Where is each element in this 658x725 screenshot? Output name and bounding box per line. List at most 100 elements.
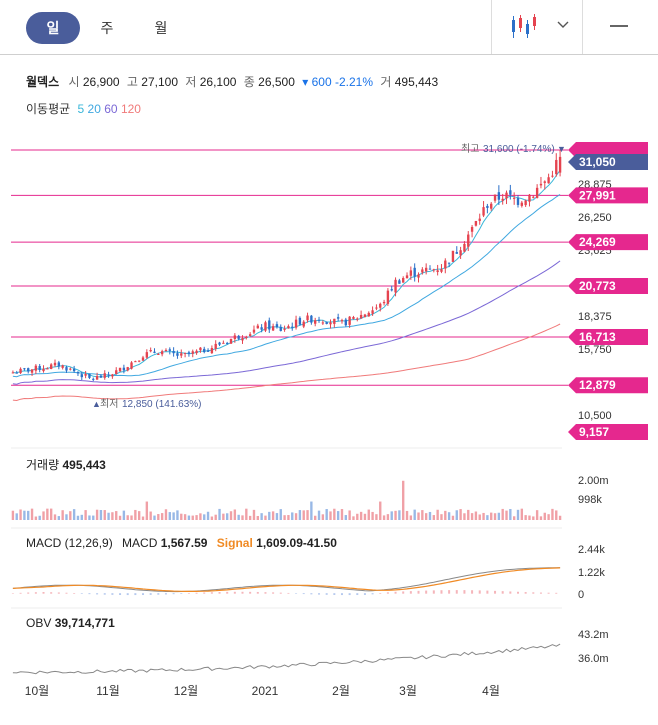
volume-bar (237, 514, 240, 520)
volume-bar (386, 514, 390, 520)
candle-body (122, 367, 126, 371)
macd-histogram-bar (494, 590, 497, 594)
tab-weekly[interactable]: 주 (100, 20, 114, 36)
candle-body (398, 280, 401, 284)
volume-bar (103, 510, 106, 520)
low-annotation-label: 최저 (100, 398, 118, 410)
volume-bar (497, 512, 501, 520)
candle-body (126, 367, 129, 371)
candle-body (417, 274, 420, 278)
macd-histogram-bar (272, 592, 275, 594)
macd-panel-title: MACD (12,26,9) MACD 1,567.59 Signal 1,60… (26, 536, 337, 550)
volume-bar (490, 512, 493, 520)
candle-body (84, 374, 87, 376)
volume-bar (390, 511, 393, 520)
volume-bar (61, 510, 64, 520)
volume-bar (516, 509, 520, 520)
candle-body (440, 269, 443, 272)
current-price-label: 31,050 (579, 155, 616, 169)
volume-bar (310, 501, 313, 520)
macd-histogram-bar (233, 591, 236, 594)
candle-body (245, 336, 248, 339)
macd-histogram-bar (409, 591, 412, 594)
macd-histogram-bar (302, 593, 305, 595)
volume-bar (199, 513, 202, 520)
candle-body (34, 365, 38, 371)
volume-bar (359, 511, 363, 520)
macd-label: MACD (122, 536, 158, 550)
candle-body (164, 349, 168, 352)
low-label: 저 (185, 75, 197, 89)
candle-body (451, 250, 455, 262)
macd-histogram-bar (486, 590, 489, 594)
candle-body (11, 372, 15, 374)
time-axis-label: 2월 (332, 684, 350, 698)
time-axis-label: 10월 (25, 684, 49, 698)
candle-body (191, 351, 194, 354)
candle-body (470, 227, 474, 232)
volume-bar (440, 514, 443, 520)
volume-bar (317, 510, 321, 520)
volume-bar (164, 509, 168, 520)
chart-type-selector[interactable] (491, 0, 583, 54)
candle-body (137, 360, 141, 362)
close-label: 종 (243, 75, 255, 89)
macd-histogram-bar (516, 591, 519, 594)
candle-body (317, 319, 321, 321)
macd-histogram-bar (348, 593, 351, 596)
volume-bar (46, 508, 49, 520)
volume-bar (547, 514, 550, 520)
candle-body (463, 243, 466, 252)
macd-histogram-bar (425, 590, 428, 594)
volume-bar (352, 516, 355, 520)
candle-body (459, 250, 462, 256)
candle-body (394, 279, 397, 293)
candle-body (294, 319, 298, 328)
volume-axis-tick: 998k (578, 494, 602, 506)
high-annotation-value: 31,600 (-1.74%) (483, 144, 555, 155)
volume-bar (168, 512, 171, 520)
volume-bar (30, 508, 34, 520)
volume-bar (463, 513, 466, 520)
volume-bar (417, 512, 420, 520)
candle-body (340, 320, 344, 322)
volume-bar (287, 515, 290, 520)
candle-body (447, 262, 451, 264)
tab-monthly[interactable]: 월 (154, 20, 168, 36)
volume-bar (126, 515, 129, 520)
stock-name: 월덱스 (26, 75, 60, 89)
volume-bar (222, 513, 225, 520)
candle-body (72, 368, 76, 372)
macd-axis-tick: 0 (578, 589, 584, 601)
ma-120-label: 120 (120, 102, 141, 116)
macd-histogram-bar (279, 592, 282, 594)
volume-bar (314, 515, 317, 520)
volume-label: 거 (380, 75, 392, 89)
level-price-label: 16,713 (579, 330, 616, 344)
candle-body (306, 315, 309, 321)
candle-body (505, 192, 508, 199)
volume-bar (187, 515, 191, 520)
tab-daily[interactable]: 일 (26, 12, 80, 44)
candle-body (218, 342, 221, 345)
candle-body (325, 321, 328, 324)
volume-bar (375, 514, 378, 520)
volume-bar (153, 515, 156, 520)
volume-bar (551, 508, 554, 520)
candle-body (512, 197, 516, 199)
candlestick-icon (512, 14, 536, 38)
macd-histogram-bar (547, 592, 550, 594)
volume-bar (444, 510, 447, 520)
macd-histogram-bar (50, 592, 53, 594)
volume-bar (157, 514, 160, 520)
candle-body (229, 338, 233, 344)
candle-body (298, 317, 302, 325)
macd-histogram-bar (134, 593, 137, 596)
menu-button[interactable] (600, 18, 640, 38)
candle-body (413, 267, 416, 277)
macd-histogram-bar (310, 593, 313, 595)
volume-bar (467, 509, 470, 520)
volume-bar (528, 515, 531, 520)
macd-histogram-bar (126, 593, 129, 596)
candle-body (118, 367, 122, 372)
